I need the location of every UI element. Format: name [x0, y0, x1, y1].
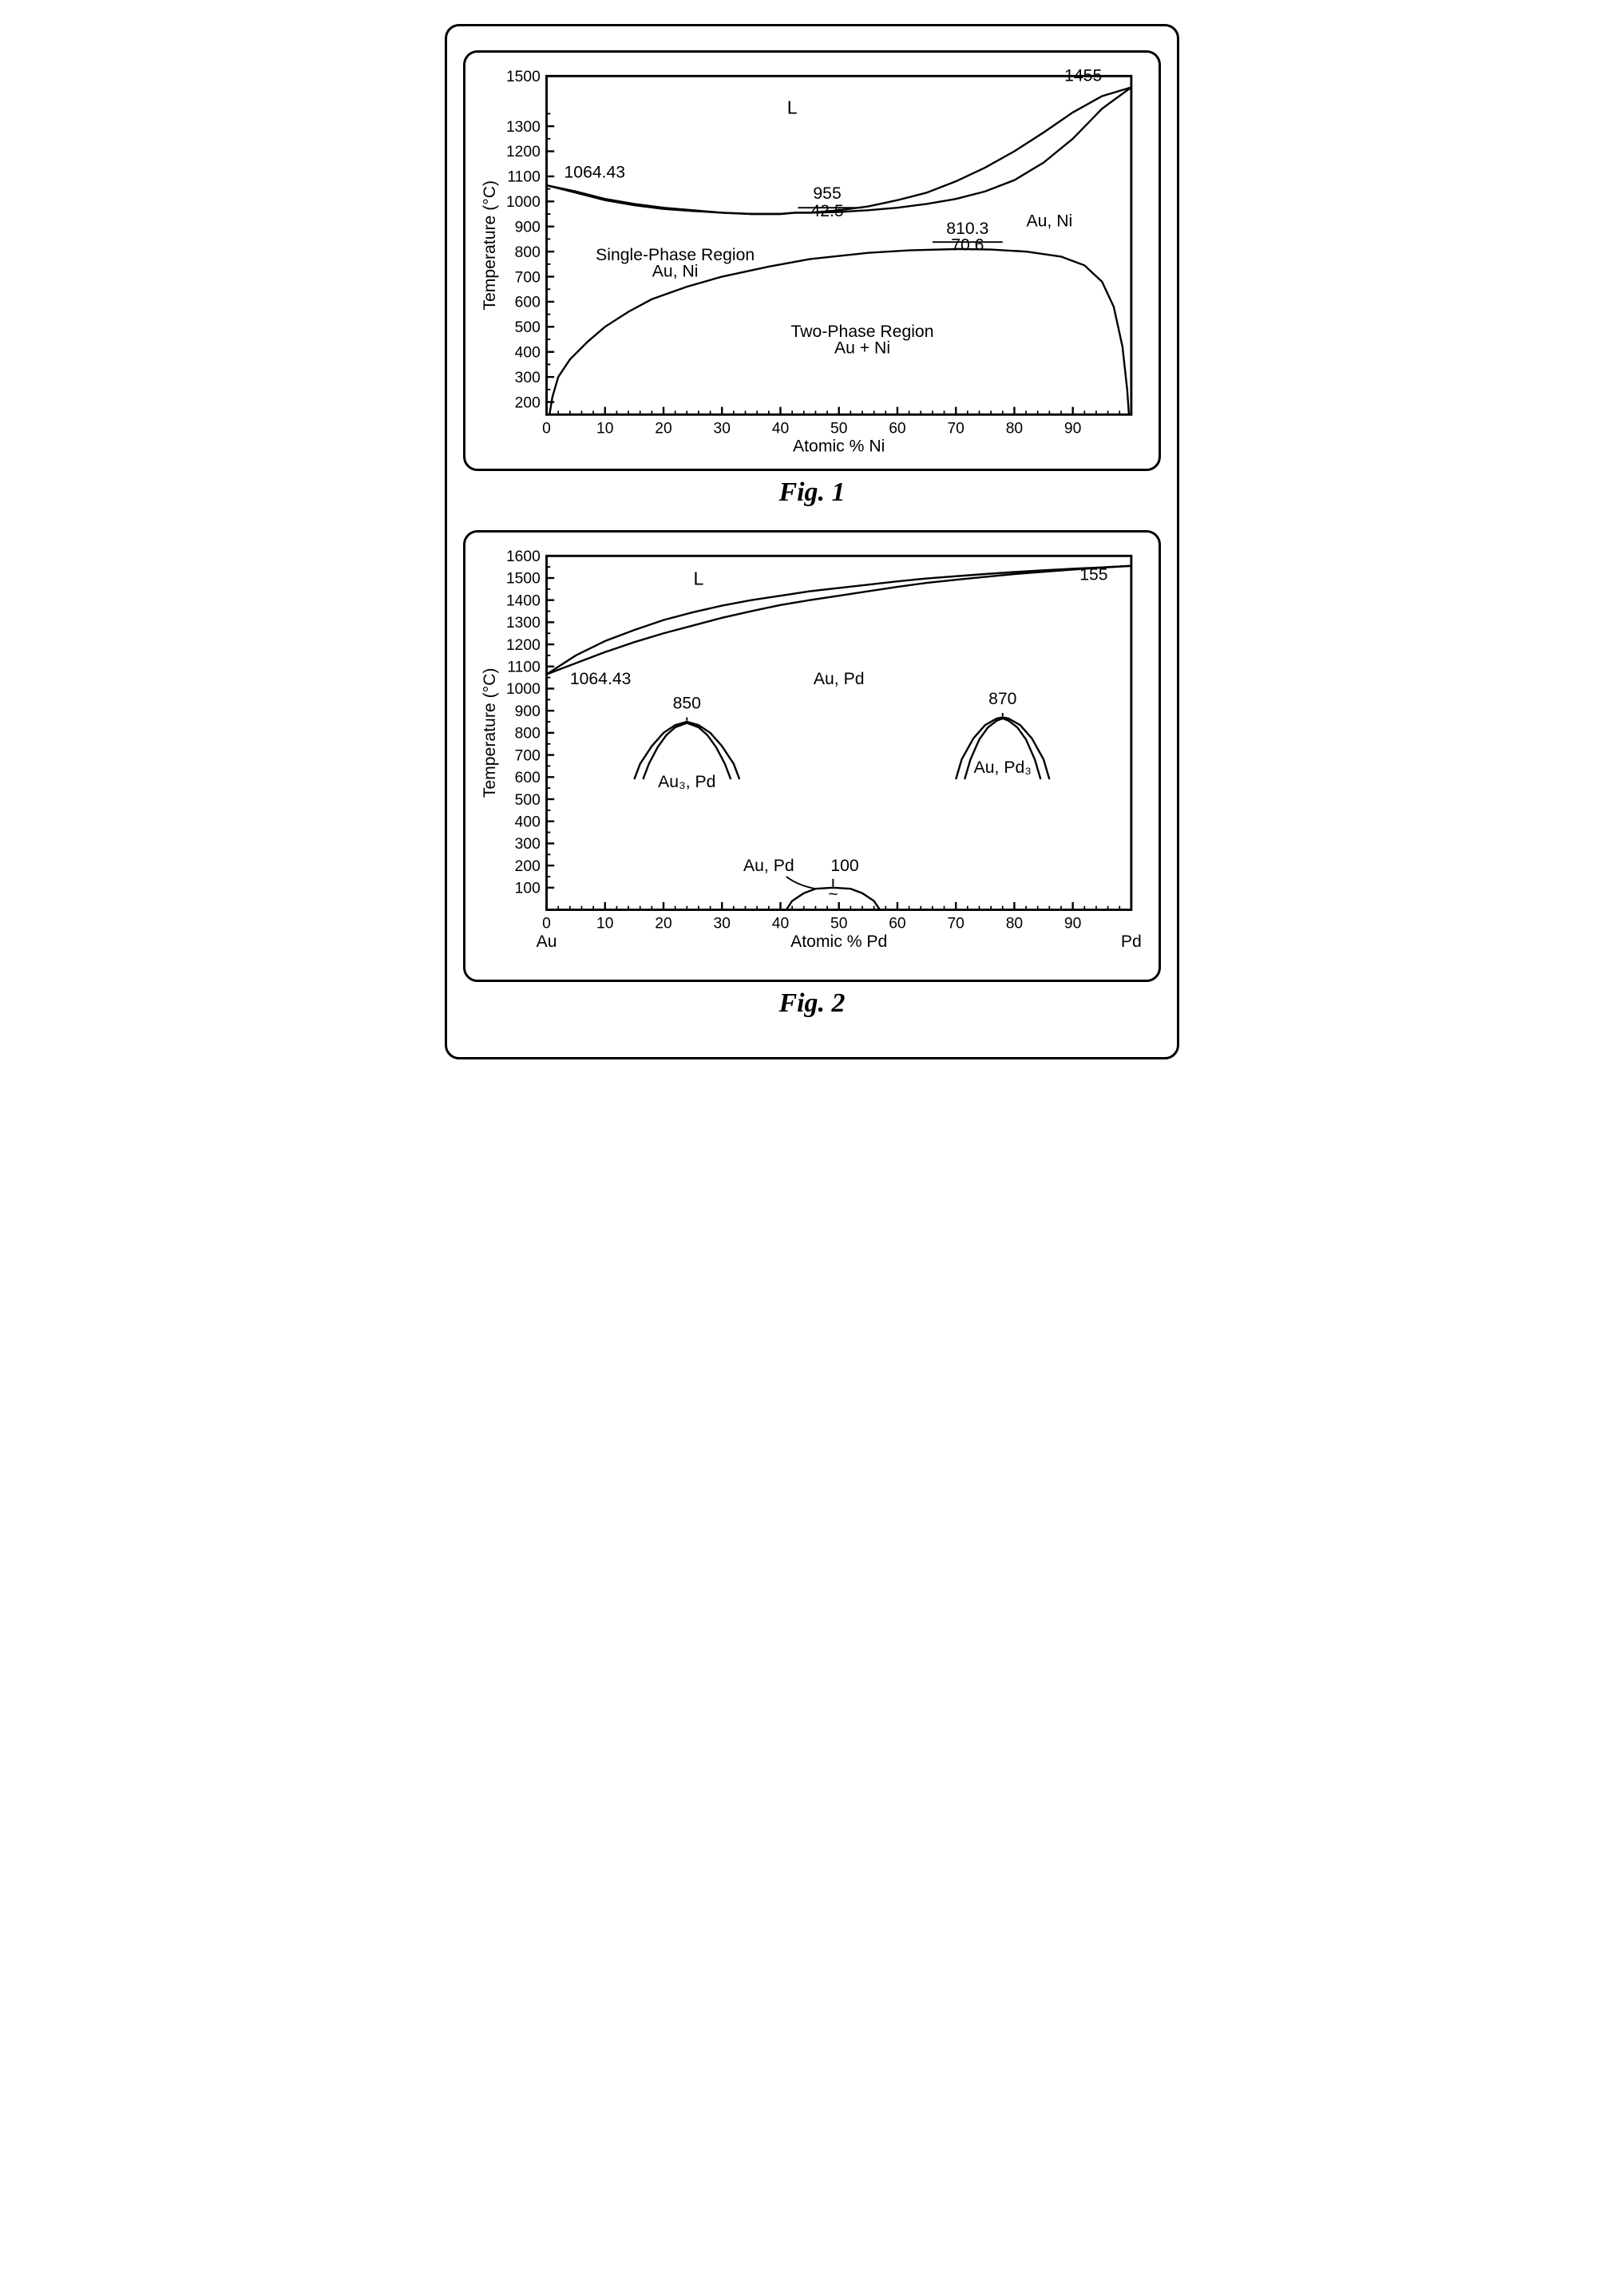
- svg-text:700: 700: [515, 269, 541, 286]
- svg-text:1455: 1455: [1064, 67, 1102, 85]
- svg-text:Au₃, Pd: Au₃, Pd: [658, 773, 715, 791]
- svg-text:0: 0: [542, 420, 551, 437]
- svg-text:1600: 1600: [506, 548, 541, 565]
- svg-text:L: L: [787, 97, 798, 117]
- svg-text:400: 400: [515, 814, 541, 831]
- svg-text:1300: 1300: [506, 119, 541, 136]
- page-frame: 2003004005006007008009001000110013001200…: [445, 24, 1179, 1059]
- figure-1-container: 2003004005006007008009001000110013001200…: [463, 50, 1161, 508]
- svg-text:850: 850: [673, 695, 701, 713]
- svg-text:800: 800: [515, 726, 541, 742]
- svg-text:100: 100: [830, 857, 858, 875]
- svg-text:500: 500: [515, 319, 541, 336]
- svg-text:1500: 1500: [506, 69, 541, 85]
- svg-text:30: 30: [714, 420, 731, 437]
- svg-text:1200: 1200: [506, 144, 541, 160]
- svg-text:40: 40: [772, 420, 789, 437]
- svg-text:60: 60: [889, 916, 905, 933]
- svg-text:700: 700: [515, 747, 541, 764]
- svg-text:50: 50: [830, 916, 847, 933]
- svg-text:155: 155: [1079, 566, 1107, 584]
- svg-text:Au, Ni: Au, Ni: [1027, 212, 1073, 231]
- svg-text:Au, Ni: Au, Ni: [652, 263, 699, 281]
- svg-text:10: 10: [596, 420, 613, 437]
- svg-text:Temperature (°C): Temperature (°C): [481, 668, 499, 798]
- svg-text:Au, Pd: Au, Pd: [814, 670, 865, 688]
- svg-text:600: 600: [515, 295, 541, 311]
- svg-text:30: 30: [714, 916, 731, 933]
- figure-2-caption: Fig. 2: [463, 988, 1161, 1019]
- figure-2-svg: 1002003004005006007008009001000110012001…: [473, 541, 1151, 972]
- svg-text:50: 50: [830, 420, 847, 437]
- svg-text:300: 300: [515, 370, 541, 386]
- figure-1-caption: Fig. 1: [463, 477, 1161, 508]
- svg-text:40: 40: [772, 916, 789, 933]
- svg-text:1064.43: 1064.43: [564, 163, 626, 181]
- svg-text:90: 90: [1064, 916, 1081, 933]
- svg-text:1300: 1300: [506, 615, 541, 632]
- svg-text:L: L: [694, 568, 704, 588]
- svg-text:1064.43: 1064.43: [570, 670, 632, 688]
- svg-text:300: 300: [515, 836, 541, 853]
- svg-text:~: ~: [828, 885, 838, 904]
- svg-text:1000: 1000: [506, 681, 541, 698]
- svg-text:Au, Pd: Au, Pd: [743, 857, 794, 875]
- svg-text:Temperature (°C): Temperature (°C): [481, 180, 499, 311]
- svg-text:70: 70: [947, 916, 964, 933]
- svg-text:600: 600: [515, 770, 541, 786]
- svg-text:100: 100: [515, 881, 541, 897]
- svg-text:90: 90: [1064, 420, 1081, 437]
- svg-text:1500: 1500: [506, 571, 541, 588]
- svg-text:Pd: Pd: [1121, 933, 1142, 951]
- svg-text:1000: 1000: [506, 194, 541, 211]
- svg-text:70: 70: [947, 420, 964, 437]
- svg-text:1100: 1100: [507, 659, 540, 676]
- svg-text:20: 20: [655, 916, 671, 933]
- svg-text:10: 10: [596, 916, 613, 933]
- svg-text:42.5: 42.5: [810, 202, 843, 220]
- svg-text:1200: 1200: [506, 637, 541, 654]
- svg-text:955: 955: [813, 184, 841, 203]
- svg-text:1100: 1100: [507, 169, 540, 186]
- figure-1-svg: 2003004005006007008009001000110013001200…: [473, 61, 1151, 461]
- svg-text:70.6: 70.6: [951, 236, 984, 255]
- svg-text:200: 200: [515, 858, 541, 875]
- svg-text:Au + Ni: Au + Ni: [834, 339, 890, 357]
- svg-text:Au, Pd₃: Au, Pd₃: [974, 758, 1032, 777]
- svg-text:1400: 1400: [506, 593, 541, 610]
- svg-text:Atomic % Ni: Atomic % Ni: [793, 438, 885, 456]
- svg-text:800: 800: [515, 244, 541, 261]
- figure-2-container: 1002003004005006007008009001000110012001…: [463, 530, 1161, 1019]
- svg-text:80: 80: [1006, 420, 1023, 437]
- svg-text:900: 900: [515, 703, 541, 720]
- figure-2-box: 1002003004005006007008009001000110012001…: [463, 530, 1161, 982]
- svg-text:0: 0: [542, 916, 551, 933]
- svg-text:60: 60: [889, 420, 905, 437]
- svg-text:870: 870: [988, 690, 1016, 708]
- svg-text:Au: Au: [537, 933, 557, 951]
- svg-text:20: 20: [655, 420, 671, 437]
- svg-text:200: 200: [515, 394, 541, 411]
- svg-text:Atomic % Pd: Atomic % Pd: [790, 933, 887, 951]
- svg-text:80: 80: [1006, 916, 1023, 933]
- svg-text:400: 400: [515, 344, 541, 361]
- figure-1-box: 2003004005006007008009001000110013001200…: [463, 50, 1161, 471]
- svg-text:900: 900: [515, 219, 541, 236]
- svg-text:500: 500: [515, 792, 541, 809]
